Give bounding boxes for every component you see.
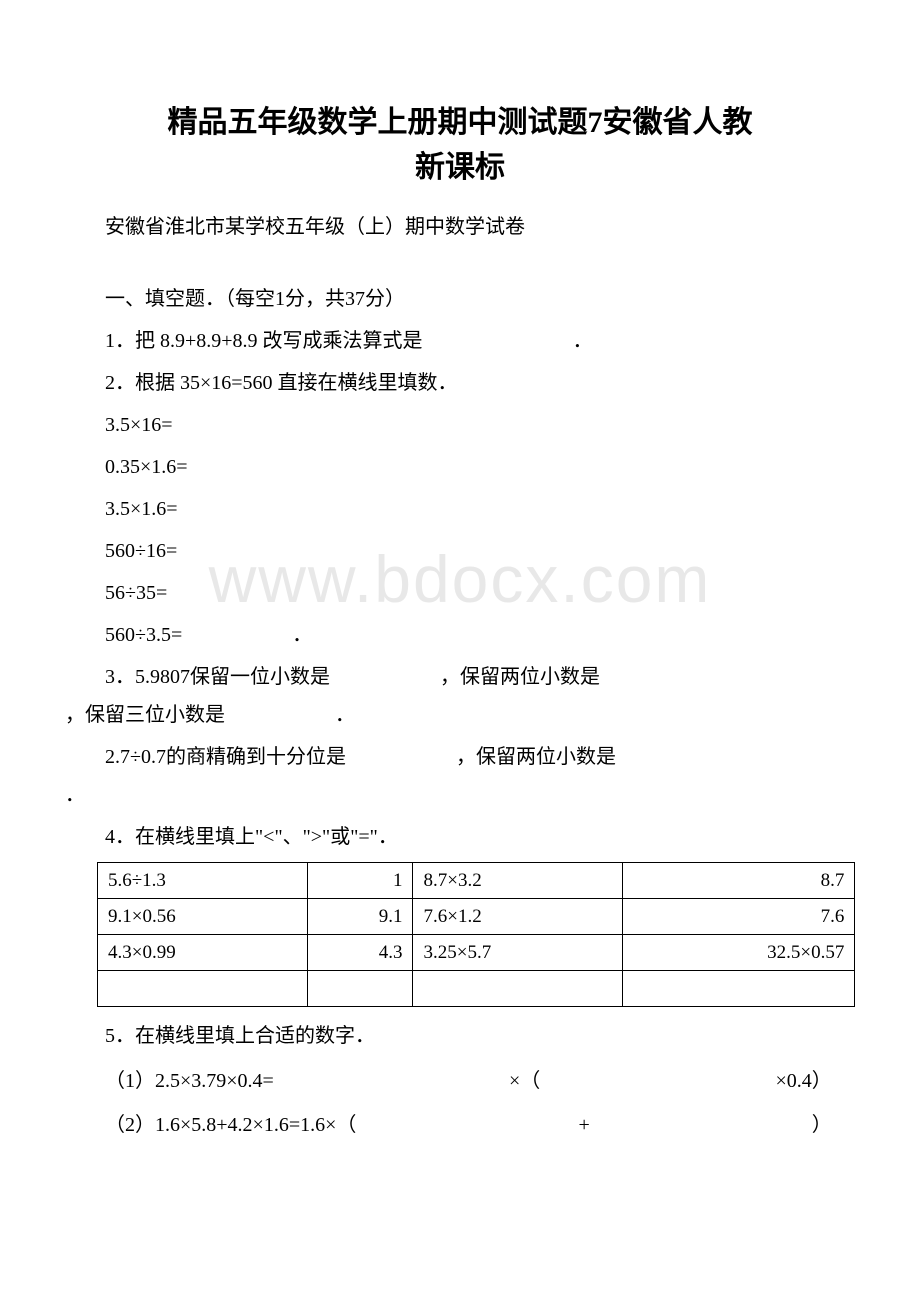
q5-2-plus: + [578,1103,589,1147]
q4-r2-c2: 3.25×5.7 [413,935,623,971]
q5-1-mid: ×（ [509,1059,540,1103]
title-line-2: 新课标 [415,151,505,184]
question-5-row-1: （1）2.5×3.79×0.4= ×（ ×0.4） [105,1059,832,1103]
q2-last-tail: ． [292,624,312,646]
q2-item-5: 560÷3.5= ． [105,616,855,654]
section-1-heading: 一、填空题．（每空1分，共37分） [65,280,855,318]
q5-2-right: ） [812,1103,832,1147]
q4-r2-c3: 32.5×0.57 [623,935,855,971]
q2-item-0: 3.5×16= [105,406,855,444]
question-3: 3．5.9807保留一位小数是 ，保留两位小数是 ，保留三位小数是 ． [65,658,855,734]
q5-1-right: ×0.4） [776,1059,832,1103]
q4-r2-c1: 4.3 [307,935,413,971]
q2-last-text: 560÷3.5= [105,624,182,646]
subtitle: 安徽省淮北市某学校五年级（上）期中数学试卷 [65,208,855,246]
q3-2b: ，保留两位小数是 [456,746,616,768]
table-row-empty [98,971,855,1007]
q3-2a: 2.7÷0.7的商精确到十分位是 [105,746,346,768]
q4-empty-1 [307,971,413,1007]
q2-item-4: 56÷35= [105,574,855,612]
q4-empty-0 [98,971,308,1007]
q3-d: ． [335,704,355,726]
q3-2c: ． [65,784,85,806]
q4-r0-c0: 5.6÷1.3 [98,863,308,899]
question-1: 1．把 8.9+8.9+8.9 改写成乘法算式是 ． [65,322,855,360]
question-5-row-2: （2）1.6×5.8+4.2×1.6=1.6×（ + ） [105,1103,832,1147]
table-row: 9.1×0.56 9.1 7.6×1.2 7.6 [98,899,855,935]
question-2-intro: 2．根据 35×16=560 直接在横线里填数． [65,364,855,402]
question-4-heading: 4．在横线里填上"<"、">"或"="． [65,818,855,856]
table-row: 5.6÷1.3 1 8.7×3.2 8.7 [98,863,855,899]
question-4-table: 5.6÷1.3 1 8.7×3.2 8.7 9.1×0.56 9.1 7.6×1… [97,862,855,1007]
question-5-heading: 5．在横线里填上合适的数字． [65,1017,855,1055]
q4-r2-c0: 4.3×0.99 [98,935,308,971]
q2-item-1: 0.35×1.6= [105,448,855,486]
question-3-part2: 2.7÷0.7的商精确到十分位是 ，保留两位小数是 ． [65,738,855,814]
q4-r1-c3: 7.6 [623,899,855,935]
document-title: 精品五年级数学上册期中测试题7安徽省人教 新课标 [65,100,855,190]
q4-r0-c3: 8.7 [623,863,855,899]
q4-r1-c0: 9.1×0.56 [98,899,308,935]
q4-r1-c2: 7.6×1.2 [413,899,623,935]
q4-empty-2 [413,971,623,1007]
q1-tail: ． [573,330,593,352]
q2-item-3: 560÷16= [105,532,855,570]
q1-text: 1．把 8.9+8.9+8.9 改写成乘法算式是 [105,330,423,352]
q5-2-left: （2）1.6×5.8+4.2×1.6=1.6×（ [105,1103,356,1147]
q3-c: ，保留三位小数是 [65,704,225,726]
table-row: 4.3×0.99 4.3 3.25×5.7 32.5×0.57 [98,935,855,971]
q3-a: 3．5.9807保留一位小数是 [105,666,330,688]
q5-1-left: （1）2.5×3.79×0.4= [105,1059,274,1103]
q4-r0-c1: 1 [307,863,413,899]
title-line-1: 精品五年级数学上册期中测试题7安徽省人教 [168,106,753,139]
q4-r1-c1: 9.1 [307,899,413,935]
q4-r0-c2: 8.7×3.2 [413,863,623,899]
q3-b: ，保留两位小数是 [440,666,600,688]
q4-empty-3 [623,971,855,1007]
q2-item-2: 3.5×1.6= [105,490,855,528]
